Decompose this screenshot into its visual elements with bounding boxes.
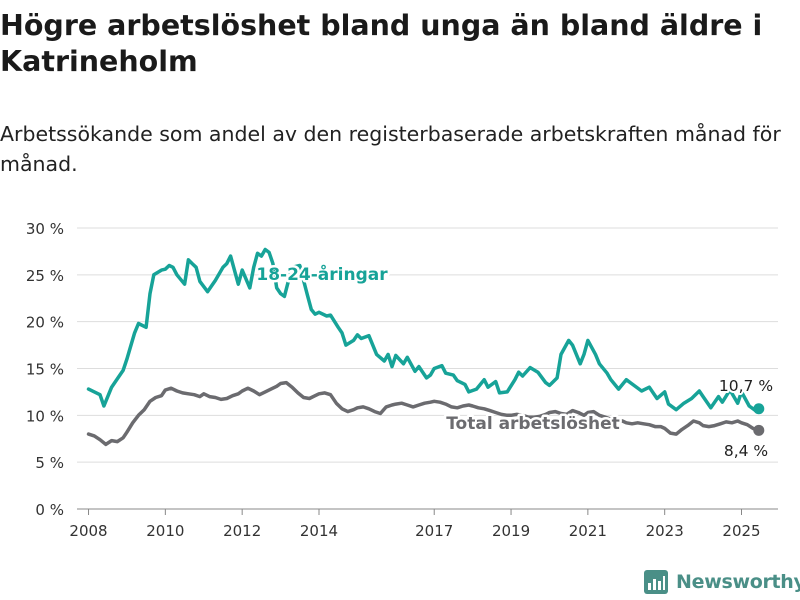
y-tick-label: 0 % — [35, 501, 64, 519]
end-value-18-24: 10,7 % — [719, 377, 773, 395]
series-labels: 18-24-åringar Total arbetslöshet 10,7 % … — [254, 261, 775, 463]
y-axis: 0 % 5 % 10 % 15 % 20 % 25 % 30 % — [26, 220, 64, 519]
chart-title: Högre arbetslöshet bland unga än bland ä… — [0, 9, 763, 78]
x-tick-label: 2025 — [722, 522, 760, 540]
y-tick-label: 20 % — [26, 314, 64, 332]
y-tick-label: 15 % — [26, 361, 64, 379]
x-tick-label: 2012 — [223, 522, 261, 540]
gridlines — [77, 227, 778, 510]
x-tick-label: 2010 — [146, 522, 184, 540]
y-tick-label: 5 % — [35, 454, 64, 472]
y-tick-label: 25 % — [26, 267, 64, 285]
series-line-0 — [86, 247, 761, 414]
series-endpoint-1 — [753, 424, 765, 436]
x-tick-label: 2014 — [300, 522, 338, 540]
y-tick-label: 30 % — [26, 220, 64, 238]
x-tick-label: 2017 — [415, 522, 453, 540]
end-value-total: 8,4 % — [724, 442, 768, 460]
x-axis: 2008 2010 2012 2014 2017 2019 2021 2023 2025 — [69, 509, 761, 540]
x-tick-label: 2008 — [69, 522, 107, 540]
series-endpoint-0 — [753, 403, 765, 415]
newsworthy-logo: Newsworthy — [644, 570, 800, 594]
series-line-1 — [86, 380, 761, 447]
x-tick-label: 2023 — [646, 522, 684, 540]
x-tick-label: 2019 — [492, 522, 530, 540]
series-layer — [86, 247, 765, 447]
brand-name: Newsworthy — [676, 571, 800, 593]
y-tick-label: 10 % — [26, 407, 64, 425]
bar-chart-logo-icon — [644, 570, 668, 594]
series-label-total: Total arbetslöshet — [446, 414, 620, 434]
series-label-18-24: 18-24-åringar — [256, 263, 388, 285]
chart-subtitle: Arbetssökande som andel av den registerb… — [0, 122, 781, 176]
x-tick-label: 2021 — [569, 522, 607, 540]
